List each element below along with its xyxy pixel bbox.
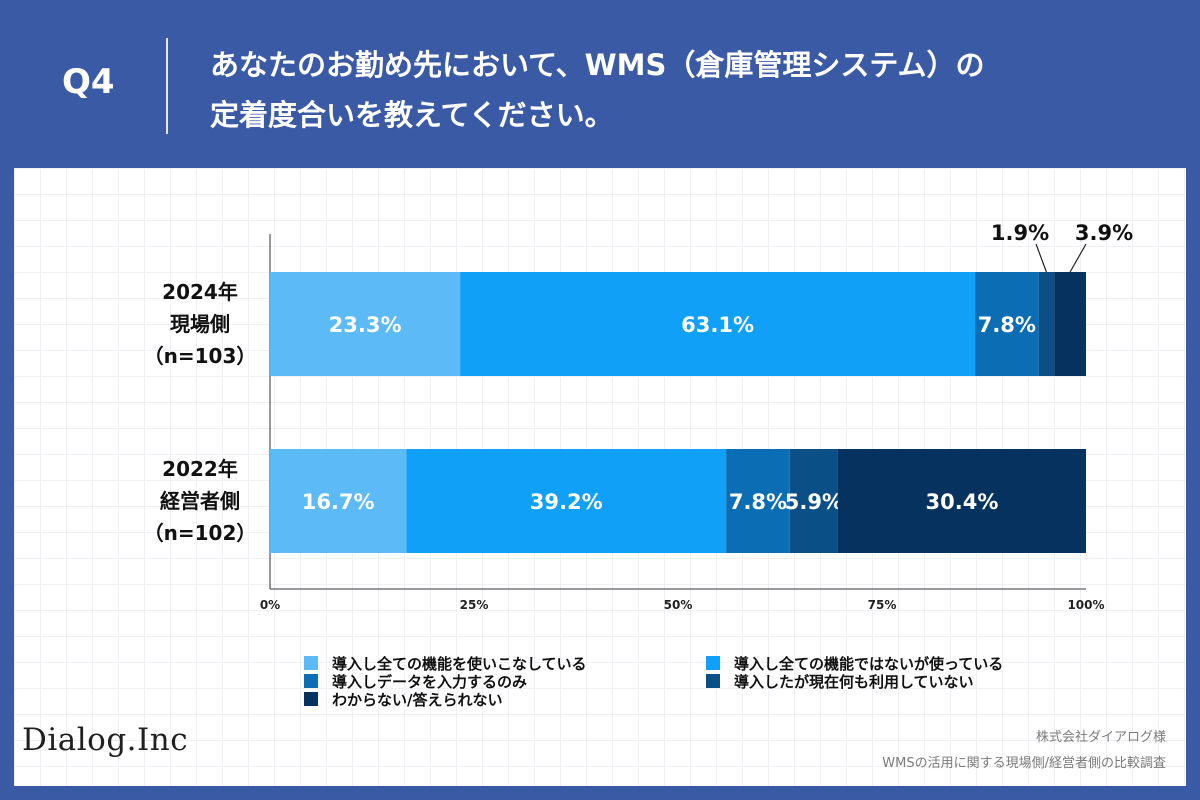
legend-swatch [304, 692, 318, 706]
data-label: 63.1% [681, 313, 754, 337]
bar-segment [460, 272, 976, 376]
legend-swatch [706, 656, 720, 670]
bar-segment [837, 449, 1086, 553]
category-label: （n=102） [144, 521, 257, 545]
category-label: 現場側 [170, 312, 230, 336]
x-tick-label: 0% [260, 598, 280, 612]
legend-label: 導入し全ての機能ではないが使っている [734, 655, 1004, 673]
legend-swatch [304, 656, 318, 670]
credit-line1: 株式会社ダイアログ様 [1035, 730, 1166, 745]
data-label: 16.7% [302, 490, 375, 514]
legend-item-unknown: わからない/答えられない [304, 689, 502, 710]
callout-line [1069, 243, 1087, 273]
callout-line [1035, 243, 1047, 273]
x-tick-label: 25% [460, 598, 489, 612]
legend-label: わからない/答えられない [332, 691, 503, 709]
x-tick-label: 75% [868, 598, 897, 612]
data-label: 23.3% [329, 313, 402, 337]
bar-segment [270, 272, 461, 376]
data-label: 39.2% [530, 490, 603, 514]
data-label: 7.8% [729, 490, 787, 514]
legend-item-partially-used: 導入し全ての機能ではないが使っている [706, 653, 1003, 674]
legend-label: 導入し全ての機能を使いこなしている [332, 655, 587, 673]
callout-label: 1.9% [991, 221, 1049, 245]
legend-label: 導入したが現在何も利用していない [734, 673, 974, 691]
legend-item-data-entry-only: 導入しデータを入力するのみ [304, 671, 527, 692]
category-label: 2024年 [162, 280, 238, 304]
data-label: 7.8% [978, 313, 1036, 337]
bar-segment [270, 449, 407, 553]
question-text-line2: 定着度合いを教えてください。 [210, 98, 614, 132]
data-label: 30.4% [926, 490, 999, 514]
credit-line2: WMSの活用に関する現場側/経営者側の比較調査 [882, 756, 1166, 771]
question-text-line1: あなたのお勤め先において、WMS（倉庫管理システム）の [210, 48, 985, 82]
data-label: 5.9% [785, 490, 843, 514]
bar-segment [789, 449, 838, 553]
bar-segment [1038, 272, 1055, 376]
bar-segment [406, 449, 727, 553]
header-divider [166, 38, 168, 134]
bar-segment [975, 272, 1039, 376]
question-number: Q4 [62, 62, 115, 102]
x-tick-label: 50% [664, 598, 693, 612]
legend-label: 導入しデータを入力するのみ [332, 673, 528, 691]
bar-segment [1054, 272, 1086, 376]
company-logo-text: Dialog.Inc [22, 722, 189, 758]
category-label: （n=103） [144, 344, 257, 368]
category-label: 経営者側 [160, 489, 240, 513]
legend-swatch [706, 674, 720, 688]
legend-swatch [304, 674, 318, 688]
callout-label: 3.9% [1075, 221, 1133, 245]
chart-panel: 0% 25% 50% 75% 100% 2024年現場側 （n=103） 2022年経営者側 （… [14, 168, 1186, 786]
legend-item-fully-used: 導入し全ての機能を使いこなしている [304, 653, 587, 674]
bar-segment [726, 449, 790, 553]
category-label: 2022年 [162, 457, 238, 481]
x-tick-label: 100% [1067, 598, 1104, 612]
legend-item-not-used: 導入したが現在何も利用していない [706, 671, 974, 692]
